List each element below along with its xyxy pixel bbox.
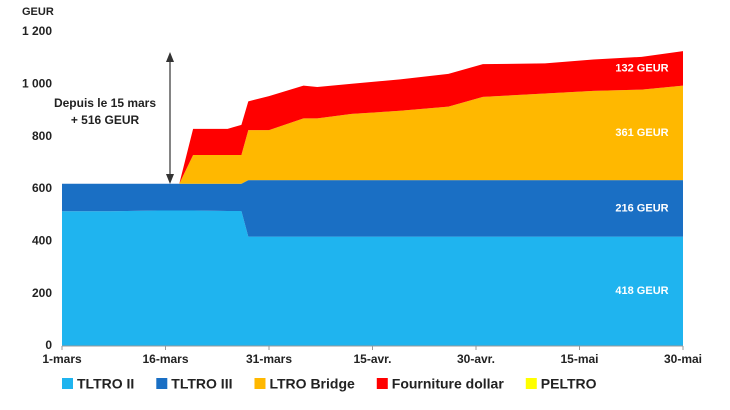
x-tick-label: 16-mars [142, 352, 188, 366]
x-tick-label: 30-avr. [457, 352, 495, 366]
arrow-head [166, 174, 174, 184]
end-label: 361 GEUR [615, 127, 668, 139]
x-tick-label: 1-mars [42, 352, 82, 366]
end-label: 132 GEUR [615, 62, 668, 74]
annotation: Depuis le 15 mars [54, 96, 156, 110]
area [62, 210, 683, 346]
y-tick-label: 1 200 [22, 24, 52, 38]
x-tick-label: 30-mai [664, 352, 702, 366]
y-tick-label: 400 [32, 234, 52, 248]
legend-swatch [376, 378, 388, 389]
legend-label: PELTRO [541, 376, 597, 392]
legend-label: TLTRO III [171, 376, 232, 392]
annotation: + 516 GEUR [71, 113, 140, 127]
y-tick-label: 600 [32, 181, 52, 195]
end-label: 418 GEUR [615, 285, 668, 297]
legend-label: LTRO Bridge [269, 376, 355, 392]
area [62, 180, 683, 237]
y-unit: GEUR [22, 6, 54, 18]
end-label: 216 GEUR [615, 202, 668, 214]
arrow-head [166, 52, 174, 62]
x-tick-label: 31-mars [246, 352, 292, 366]
legend-swatch [156, 378, 168, 389]
area [62, 85, 683, 184]
legend-label: Fourniture dollar [392, 376, 505, 392]
legend-swatch [254, 378, 266, 389]
y-tick-label: 800 [32, 129, 52, 143]
y-tick-label: 0 [45, 338, 52, 352]
x-tick-label: 15-avr. [353, 352, 391, 366]
y-tick-label: 200 [32, 286, 52, 300]
area [62, 51, 683, 184]
y-tick-label: 1 000 [22, 77, 52, 91]
legend-swatch [525, 378, 537, 389]
x-tick-label: 15-mai [560, 352, 598, 366]
legend-swatch [62, 378, 73, 389]
legend-label: TLTRO II [77, 376, 134, 392]
